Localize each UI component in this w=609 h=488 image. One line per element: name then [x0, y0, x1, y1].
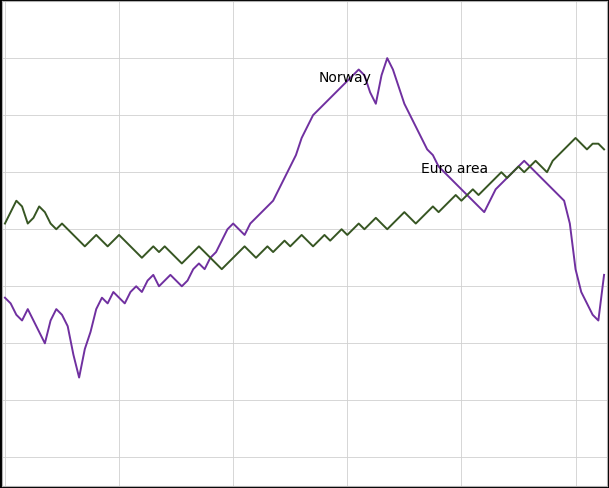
- Text: Norway: Norway: [319, 71, 371, 85]
- Text: Euro area: Euro area: [421, 162, 488, 176]
